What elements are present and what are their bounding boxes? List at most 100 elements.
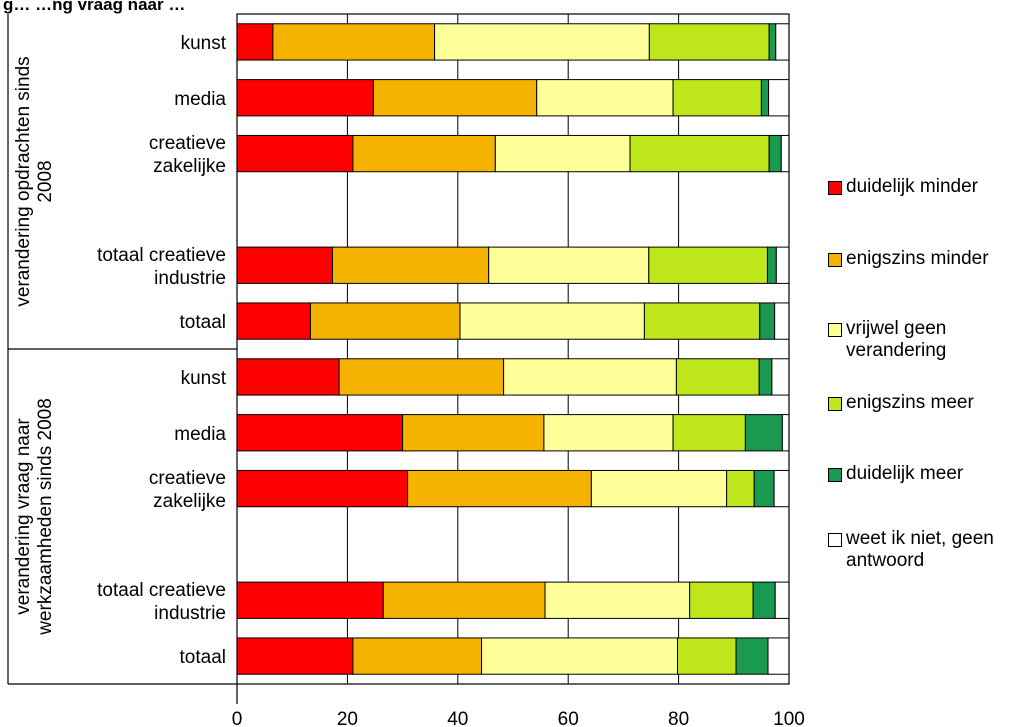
- group-labels: verandering opdrachten sinds2008 verander…: [13, 56, 56, 635]
- bar-segment: [759, 302, 776, 340]
- grid: [346, 14, 680, 684]
- legend-item: duidelijk meer: [828, 463, 963, 485]
- bar-segment: [775, 23, 790, 61]
- bar-segment: [768, 23, 777, 61]
- legend-item: weet ik niet, geen antwoord: [828, 528, 1023, 572]
- category-label: media: [174, 89, 226, 110]
- bar-segment: [236, 469, 409, 508]
- bar-segment: [236, 246, 333, 284]
- legend-item: duidelijk minder: [828, 176, 978, 198]
- x-tick-label: 60: [558, 709, 579, 727]
- bar-segment: [672, 79, 762, 117]
- bar-segment: [352, 637, 483, 675]
- bar-segment: [309, 302, 461, 340]
- bar-segment: [766, 246, 777, 284]
- category-label: kunst: [181, 368, 227, 389]
- group-label: verandering vraag naarwerkzaamheden sind…: [13, 398, 56, 636]
- legend-label: duidelijk meer: [846, 463, 964, 484]
- legend-swatch: [828, 397, 842, 411]
- bar-segment: [648, 23, 770, 61]
- bar-segment: [236, 23, 274, 61]
- bar-segment: [781, 414, 790, 452]
- bar-segment: [643, 302, 761, 340]
- bar-segment: [726, 469, 755, 508]
- legend-label: enigszins minder: [846, 248, 989, 269]
- category-label: creatieve zakelijke: [149, 133, 226, 177]
- bar-segment: [648, 246, 768, 284]
- bars: [236, 23, 790, 675]
- x-tick-label: 80: [668, 709, 689, 727]
- legend-item: enigszins meer: [828, 392, 974, 414]
- bar-segment: [774, 302, 790, 340]
- bar-segment: [768, 79, 790, 117]
- plot-frame: [7, 13, 790, 704]
- bar-segment: [434, 23, 650, 61]
- category-labels: kunst media creatieve zakelijke totaal creat…: [97, 33, 227, 668]
- bar-segment: [459, 302, 645, 340]
- bar-segment: [629, 134, 770, 173]
- legend-swatch: [828, 533, 842, 547]
- bar-segment: [236, 637, 354, 675]
- bar-segment: [780, 134, 790, 173]
- bar-segment: [689, 581, 754, 619]
- legend-swatch: [828, 253, 842, 267]
- legend-label: duidelijk minder: [846, 176, 979, 197]
- legend-swatch: [828, 181, 842, 195]
- bar-segment: [767, 637, 790, 675]
- category-label: totaal: [180, 312, 226, 333]
- category-label: totaal creatieve industrie: [97, 580, 226, 624]
- bar-segment: [768, 134, 782, 173]
- category-label: totaal: [180, 647, 226, 668]
- bar-segment: [494, 134, 631, 173]
- legend-item: vrijwel geen verandering: [828, 318, 1023, 362]
- x-tick-label: 20: [337, 709, 358, 727]
- bar-segment: [236, 79, 374, 117]
- group-label: verandering opdrachten sinds2008: [13, 56, 56, 306]
- bar-segment: [236, 358, 340, 396]
- legend-label: vrijwel geen verandering: [846, 318, 947, 361]
- bar-segment: [352, 134, 496, 173]
- legend-item: enigszins minder: [828, 248, 989, 270]
- category-label: kunst: [181, 33, 227, 54]
- legend-swatch: [828, 323, 842, 337]
- bar-segment: [543, 414, 674, 452]
- x-axis: 0 20 40 60 80 100: [232, 709, 805, 727]
- bar-segment: [402, 414, 545, 452]
- bar-segment: [236, 134, 354, 173]
- category-label: media: [174, 424, 226, 445]
- bar-segment: [481, 637, 678, 675]
- bar-segment: [675, 358, 760, 396]
- bar-segment: [774, 581, 790, 619]
- bar-segment: [590, 469, 728, 508]
- x-tick-label: 0: [232, 709, 243, 727]
- bar-segment: [758, 358, 773, 396]
- bar-segment: [771, 358, 790, 396]
- bar-segment: [372, 79, 538, 117]
- x-tick-label: 100: [773, 709, 805, 727]
- category-label: creatieve zakelijke: [149, 468, 226, 512]
- bar-segment: [735, 637, 769, 675]
- bar-segment: [744, 414, 783, 452]
- bar-segment: [331, 246, 490, 284]
- bar-segment: [236, 302, 311, 340]
- bar-segment: [236, 414, 404, 452]
- bar-segment: [544, 581, 691, 619]
- bar-segment: [488, 246, 650, 284]
- legend-swatch: [828, 468, 842, 482]
- bar-segment: [407, 469, 592, 508]
- bar-segment: [753, 469, 775, 508]
- bar-segment: [236, 581, 384, 619]
- bar-segment: [760, 79, 770, 117]
- bar-segment: [676, 637, 737, 675]
- bar-segment: [536, 79, 674, 117]
- bar-segment: [338, 358, 505, 396]
- chart-title: g… …ng vraag naar …: [3, 0, 185, 14]
- bar-segment: [382, 581, 546, 619]
- bar-segment: [773, 469, 790, 508]
- bar-segment: [775, 246, 790, 284]
- legend-label: weet ik niet, geen antwoord: [846, 528, 994, 571]
- legend-label: enigszins meer: [846, 392, 974, 413]
- category-label: totaal creatieve industrie: [97, 245, 226, 289]
- x-tick-label: 40: [447, 709, 468, 727]
